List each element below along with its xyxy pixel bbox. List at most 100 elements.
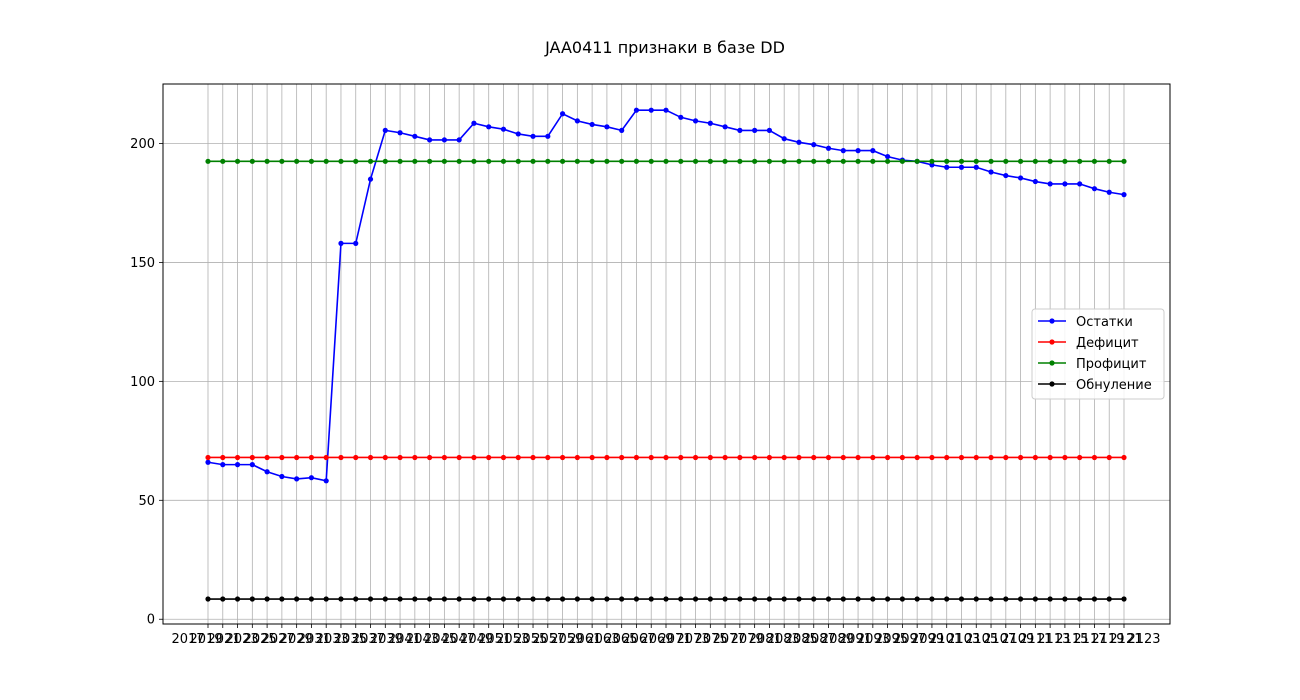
data-point xyxy=(574,118,580,124)
data-point xyxy=(973,158,979,164)
x-tick-label: 2025 xyxy=(244,632,277,647)
data-point xyxy=(353,596,359,602)
x-tick-label: 2121 xyxy=(1109,632,1142,647)
data-point xyxy=(988,169,994,175)
data-point xyxy=(249,596,255,602)
data-point xyxy=(929,454,935,461)
axes: 2017201920212023202520272029203120332035… xyxy=(130,137,1160,647)
data-point xyxy=(958,454,965,461)
x-tick-label: 2069 xyxy=(640,632,673,647)
data-point xyxy=(796,596,802,602)
x-tick-label: 2095 xyxy=(875,632,908,647)
data-point xyxy=(249,158,255,164)
data-point xyxy=(294,596,300,602)
data-point xyxy=(870,148,876,154)
data-point xyxy=(1017,596,1024,602)
data-point xyxy=(678,454,684,461)
data-point xyxy=(663,596,669,602)
chart-title: JAA0411 признаки в базе DD xyxy=(545,38,785,57)
data-point xyxy=(766,127,773,133)
data-point xyxy=(1077,454,1083,461)
data-point xyxy=(678,114,684,120)
data-point xyxy=(382,127,388,133)
data-point xyxy=(1106,189,1112,195)
data-point xyxy=(471,158,477,164)
data-point xyxy=(1047,181,1053,187)
data-point xyxy=(840,596,846,602)
data-point xyxy=(796,454,802,461)
x-tick-label: 2093 xyxy=(857,632,890,647)
data-point xyxy=(633,454,640,461)
data-point xyxy=(870,158,876,164)
data-point xyxy=(929,162,935,168)
data-point xyxy=(619,596,625,602)
data-point xyxy=(456,158,462,164)
y-tick-label: 150 xyxy=(130,256,155,271)
data-point xyxy=(279,158,285,164)
data-point xyxy=(752,454,758,461)
x-tick-label: 2081 xyxy=(749,632,782,647)
data-point xyxy=(456,137,462,143)
x-tick-label: 2101 xyxy=(929,632,962,647)
data-point xyxy=(353,454,359,461)
data-point xyxy=(944,596,950,602)
data-point xyxy=(353,158,359,164)
data-point xyxy=(707,596,713,602)
data-point xyxy=(338,454,344,461)
data-point xyxy=(441,137,447,143)
data-point xyxy=(397,454,403,461)
data-point xyxy=(766,454,773,461)
data-point xyxy=(1077,596,1083,602)
data-point xyxy=(264,469,270,475)
data-point xyxy=(308,158,315,164)
x-tick-label: 2105 xyxy=(965,632,998,647)
data-point xyxy=(353,240,359,246)
x-tick-label: 2117 xyxy=(1073,632,1106,647)
data-point xyxy=(825,596,832,602)
data-point xyxy=(1091,186,1098,192)
data-point xyxy=(264,596,270,602)
data-point xyxy=(397,158,403,164)
data-point xyxy=(220,462,226,468)
data-point xyxy=(752,127,758,133)
data-point xyxy=(796,158,802,164)
legend: Остатки Дефицит Профицит Обнуление xyxy=(1031,308,1165,400)
data-point xyxy=(441,158,447,164)
data-point xyxy=(1003,158,1009,164)
x-tick-label: 2113 xyxy=(1037,632,1070,647)
data-point xyxy=(338,596,344,602)
x-tick-label: 2053 xyxy=(496,632,529,647)
data-point xyxy=(737,158,743,164)
data-point xyxy=(1091,596,1098,602)
data-point xyxy=(220,158,226,164)
data-point xyxy=(737,127,743,133)
x-tick-label: 2115 xyxy=(1055,632,1088,647)
x-tick-label: 2059 xyxy=(550,632,583,647)
data-point xyxy=(1047,454,1053,461)
x-tick-label: 2103 xyxy=(947,632,980,647)
x-tick-label: 2049 xyxy=(460,632,493,647)
data-point xyxy=(781,158,787,164)
data-point xyxy=(633,158,640,164)
data-point xyxy=(870,454,876,461)
data-point xyxy=(707,158,713,164)
data-point xyxy=(382,158,388,164)
data-point xyxy=(220,596,226,602)
data-point xyxy=(1017,454,1024,461)
x-tick-label: 2045 xyxy=(424,632,457,647)
data-point xyxy=(988,454,994,461)
x-tick-label: 2111 xyxy=(1019,632,1052,647)
x-tick-label: 2051 xyxy=(478,632,511,647)
x-tick-label: 2073 xyxy=(677,632,710,647)
data-point xyxy=(471,454,477,461)
data-point xyxy=(648,596,654,602)
data-point xyxy=(885,454,891,461)
data-point xyxy=(840,148,846,154)
data-point xyxy=(944,158,950,164)
x-tick-label: 2023 xyxy=(226,632,259,647)
data-point xyxy=(456,596,462,602)
data-point xyxy=(427,158,433,164)
data-point xyxy=(663,158,669,164)
data-point xyxy=(1106,454,1112,461)
data-point xyxy=(604,454,610,461)
